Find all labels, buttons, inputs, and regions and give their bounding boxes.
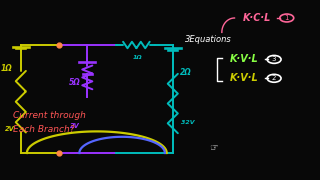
Text: K·C·L: K·C·L: [243, 13, 271, 23]
Text: 2Ω: 2Ω: [180, 68, 191, 76]
Text: 1Ω: 1Ω: [133, 55, 143, 60]
Text: 3Equations: 3Equations: [186, 35, 232, 44]
Text: 1: 1: [284, 15, 289, 21]
Text: 2: 2: [272, 75, 276, 81]
Text: 5Ω: 5Ω: [69, 78, 81, 87]
Text: 3: 3: [272, 56, 276, 62]
Text: K·V·L: K·V·L: [230, 54, 259, 64]
Text: 32V: 32V: [180, 120, 194, 125]
Text: 2V: 2V: [5, 126, 14, 132]
Text: K·V·L: K·V·L: [230, 73, 259, 83]
Text: Current through
Each Branch?: Current through Each Branch?: [13, 111, 86, 134]
Text: 2V: 2V: [70, 123, 79, 129]
Text: 1Ω: 1Ω: [1, 64, 12, 73]
Text: ☞: ☞: [210, 143, 218, 153]
